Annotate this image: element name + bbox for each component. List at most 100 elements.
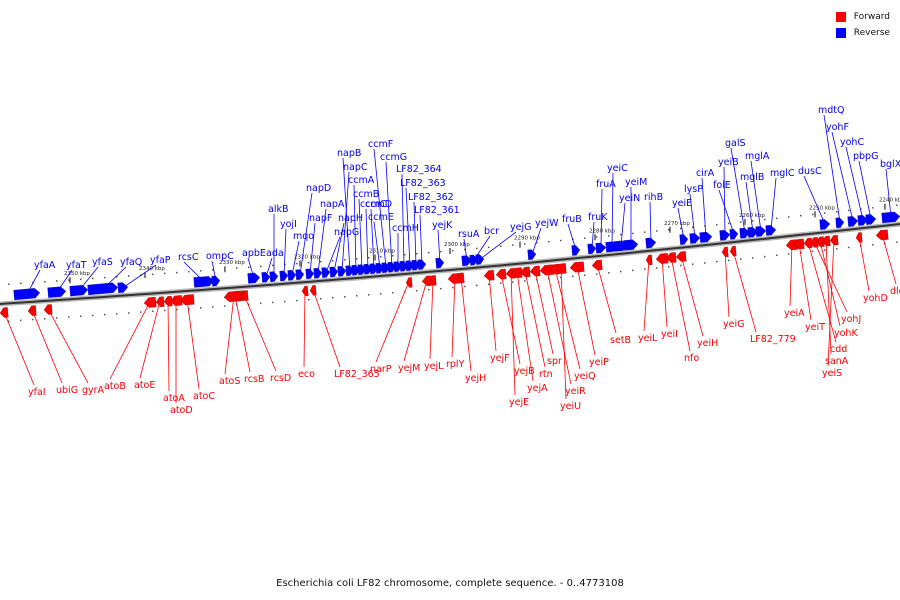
reverse-gene-napd-shape bbox=[295, 269, 305, 281]
forward-gene-atob bbox=[143, 296, 157, 308]
reverse-gene-rsua bbox=[461, 255, 473, 267]
track-dot bbox=[692, 263, 694, 265]
gene-label-ccmd: ccmD bbox=[365, 199, 392, 269]
reverse-gene-lf82-361 bbox=[417, 259, 427, 271]
reverse-gene-lf82-361-shape bbox=[417, 259, 427, 271]
gene-name: yohD bbox=[863, 293, 888, 304]
track-dot bbox=[428, 251, 430, 254]
gene-name: yejB bbox=[514, 366, 535, 377]
gene-name: yejF bbox=[490, 353, 510, 364]
reverse-gene-yfaq bbox=[87, 282, 119, 296]
track-dot bbox=[716, 260, 718, 263]
gene-label-atoc: atoC bbox=[186, 298, 215, 402]
track-dot bbox=[464, 285, 466, 288]
gene-name: LF82_365 bbox=[334, 369, 380, 380]
gene-label-yejm: yejM bbox=[398, 279, 428, 374]
gene-label-yeil: yeiL bbox=[638, 258, 658, 344]
gene-label-yfas: yfaS bbox=[78, 257, 113, 291]
reverse-gene-yeie-shape bbox=[679, 234, 689, 245]
gene-name: folE bbox=[713, 180, 731, 191]
gene-features: 2350 kbp 2340 kbp 2330 kbp 2320 kbp 2310 kbp… bbox=[0, 198, 900, 322]
gene-leader-line bbox=[554, 268, 581, 370]
gene-leader-line bbox=[730, 147, 746, 233]
reverse-gene-napf bbox=[305, 268, 315, 280]
track-dot bbox=[212, 269, 214, 271]
gene-leader-line bbox=[510, 272, 516, 396]
gene-name: yejA bbox=[527, 383, 548, 394]
gene-name: ada bbox=[266, 248, 284, 259]
gene-leader-line bbox=[479, 231, 517, 260]
gene-leader-line bbox=[373, 148, 387, 268]
gene-leader-line bbox=[724, 250, 730, 318]
gene-leader-line bbox=[732, 250, 757, 333]
track-dot bbox=[452, 249, 454, 252]
kbp-label: 2310 kbp bbox=[369, 248, 395, 254]
gene-name: yeiP bbox=[589, 357, 609, 368]
kbp-label: 2270 kbp bbox=[664, 221, 690, 227]
track-dot bbox=[272, 301, 274, 304]
gene-leader-line bbox=[31, 309, 63, 384]
gene-name: yeiQ bbox=[574, 371, 596, 382]
track-dot bbox=[380, 293, 382, 295]
track-dot bbox=[656, 267, 658, 269]
reverse-gene-fole-shape bbox=[729, 228, 739, 240]
track-dot bbox=[728, 222, 730, 225]
gene-label-yfap: yfaP bbox=[122, 255, 171, 288]
track-dot bbox=[296, 262, 298, 265]
gene-name: LF82_779 bbox=[750, 334, 796, 345]
gene-name: napB bbox=[337, 148, 361, 159]
gene-name: yeiI bbox=[661, 329, 678, 340]
gene-leader-line bbox=[303, 290, 306, 368]
gene-leader-line bbox=[342, 157, 351, 271]
gene-label-lf82-365: LF82_365 bbox=[312, 289, 380, 380]
track-dot bbox=[92, 277, 94, 280]
gene-label-yfaa: yfaA bbox=[26, 260, 56, 295]
gene-leader-line bbox=[643, 258, 650, 332]
gene-name: fruB bbox=[562, 214, 582, 225]
track-dot bbox=[188, 270, 190, 273]
reverse-gene-yeib-shape bbox=[719, 229, 731, 241]
reverse-gene-yejw bbox=[527, 249, 537, 261]
gene-label-rcsd: rcsD bbox=[243, 294, 291, 384]
track-dot bbox=[644, 268, 646, 270]
reverse-gene-napg-shape bbox=[321, 267, 331, 279]
gene-label-apbe: apbE bbox=[242, 248, 266, 279]
gene-name: nfo bbox=[684, 353, 699, 364]
gene-leader-line bbox=[701, 177, 707, 238]
track-dot bbox=[824, 212, 826, 214]
gene-leader-line bbox=[567, 223, 577, 251]
gene-leader-line bbox=[546, 268, 572, 385]
gene-name: yfaS bbox=[92, 257, 113, 268]
gene-leader-line bbox=[576, 266, 596, 356]
reverse-gene-mgla bbox=[755, 226, 767, 237]
reverse-gene-yfat-shape bbox=[47, 286, 67, 298]
gene-name: alkB bbox=[268, 204, 288, 215]
track-dot bbox=[248, 266, 250, 269]
track-dot bbox=[68, 316, 70, 318]
gene-name: cirA bbox=[696, 168, 715, 179]
kbp-label: 2260 kbp bbox=[739, 213, 765, 219]
gene-name: ubiG bbox=[56, 385, 78, 396]
gene-leader-line bbox=[224, 295, 235, 375]
track-dot bbox=[44, 281, 46, 283]
track-dot bbox=[608, 272, 610, 274]
reverse-gene-lysp bbox=[689, 233, 701, 244]
reverse-gene-yfap-shape bbox=[117, 282, 129, 294]
gene-leader-line bbox=[183, 261, 205, 283]
gene-label-pbpg: pbpG bbox=[853, 151, 878, 220]
gene-leader-line bbox=[299, 192, 313, 275]
reverse-gene-mglc bbox=[765, 224, 777, 236]
gene-label-yeie: yeiE bbox=[672, 198, 692, 240]
gene-name: napA bbox=[320, 199, 345, 210]
reverse-gene-mglc-shape bbox=[765, 224, 777, 236]
gene-name: yeiE bbox=[672, 198, 692, 209]
track-dot bbox=[500, 282, 502, 284]
gene-label-yeja: yejA bbox=[516, 271, 548, 394]
gene-label-lysp: lysP bbox=[684, 184, 703, 239]
gene-leader-line bbox=[401, 173, 405, 267]
gene-name: yejL bbox=[424, 361, 444, 372]
gene-leader-line bbox=[333, 222, 345, 272]
gene-name: yeiS bbox=[822, 368, 842, 379]
track-dot bbox=[656, 230, 658, 232]
